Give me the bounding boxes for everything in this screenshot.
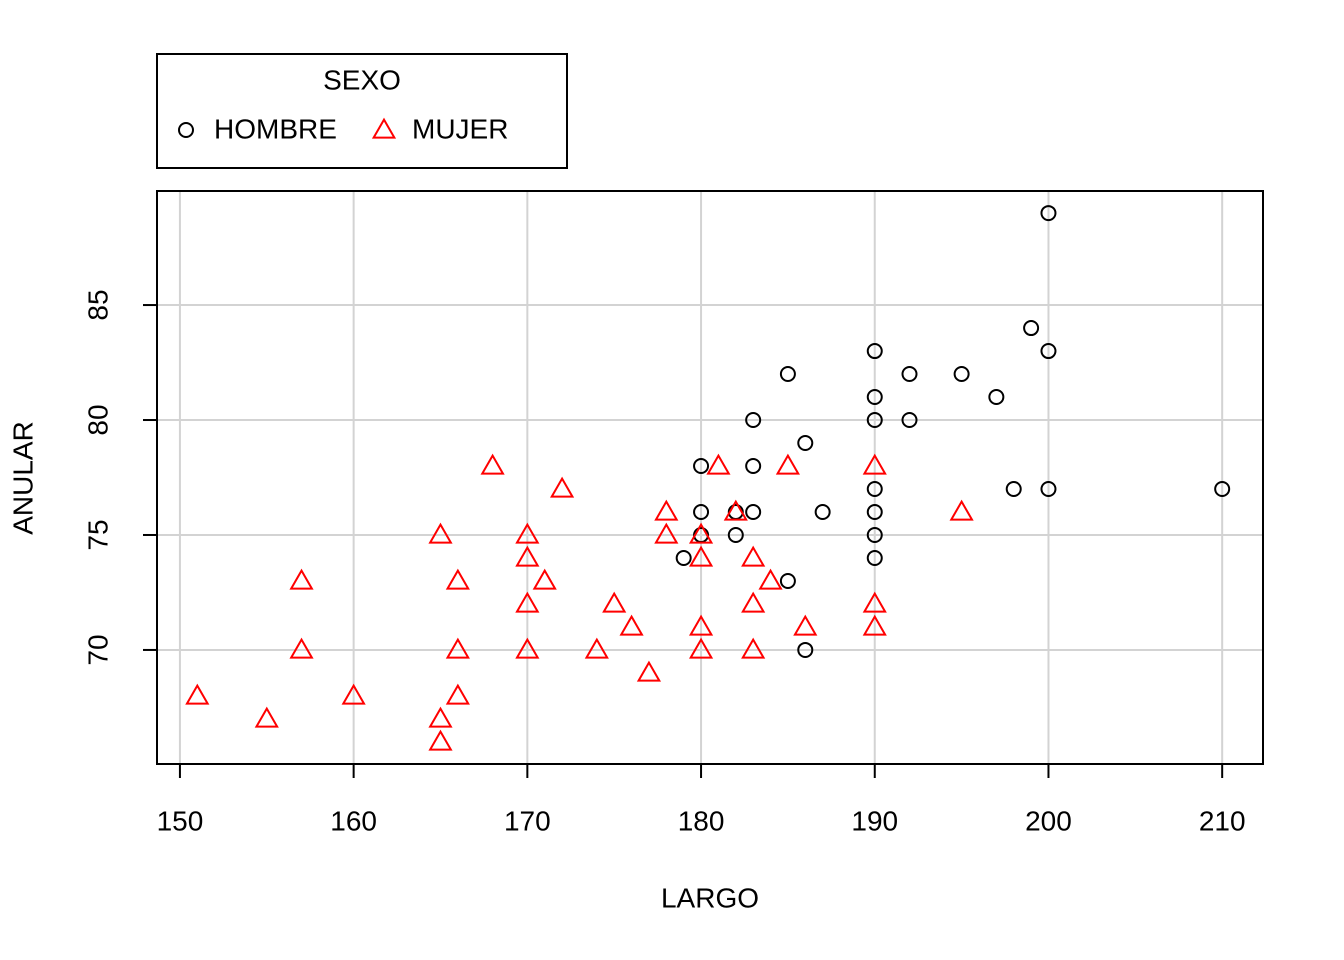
point bbox=[693, 503, 710, 520]
point bbox=[949, 499, 974, 521]
point bbox=[428, 729, 453, 751]
x-tick-label: 150 bbox=[157, 805, 204, 836]
x-axis-label: LARGO bbox=[661, 882, 759, 913]
point bbox=[445, 683, 470, 705]
legend-marker bbox=[371, 117, 397, 139]
point bbox=[584, 637, 609, 659]
point bbox=[797, 641, 814, 658]
point bbox=[1040, 205, 1057, 222]
point bbox=[1214, 480, 1231, 497]
legend-label: HOMBRE bbox=[214, 113, 337, 144]
point bbox=[1005, 480, 1022, 497]
y-tick-label: 70 bbox=[82, 634, 113, 665]
point bbox=[758, 568, 783, 590]
point bbox=[793, 614, 818, 636]
point bbox=[688, 522, 714, 544]
y-axis-label: ANULAR bbox=[7, 421, 38, 535]
point bbox=[619, 614, 644, 636]
point bbox=[532, 568, 557, 590]
point bbox=[1040, 480, 1057, 497]
point bbox=[706, 453, 731, 475]
point bbox=[866, 389, 883, 406]
x-tick-label: 180 bbox=[678, 805, 725, 836]
point bbox=[741, 545, 766, 567]
point bbox=[445, 637, 470, 659]
point bbox=[636, 660, 662, 682]
point bbox=[550, 476, 575, 498]
x-tick-label: 160 bbox=[330, 805, 377, 836]
point bbox=[688, 545, 714, 567]
point bbox=[814, 503, 831, 520]
point bbox=[693, 458, 710, 475]
point bbox=[901, 412, 918, 429]
point bbox=[866, 549, 883, 566]
y-tick-label: 85 bbox=[82, 289, 113, 320]
point bbox=[866, 503, 883, 520]
point bbox=[185, 683, 210, 705]
point bbox=[675, 549, 692, 566]
point bbox=[862, 453, 887, 475]
plot-frame bbox=[156, 190, 1264, 765]
point bbox=[745, 412, 762, 429]
point bbox=[428, 706, 453, 728]
point bbox=[745, 458, 762, 475]
point bbox=[741, 591, 766, 613]
x-tick-label: 200 bbox=[1025, 805, 1072, 836]
point bbox=[515, 522, 540, 544]
legend-title: SEXO bbox=[323, 64, 401, 95]
point bbox=[866, 526, 883, 543]
point bbox=[341, 683, 366, 705]
point bbox=[654, 522, 679, 544]
x-tick-label: 170 bbox=[504, 805, 551, 836]
point bbox=[901, 366, 918, 383]
point bbox=[445, 568, 470, 590]
point bbox=[254, 706, 279, 728]
point bbox=[866, 412, 883, 429]
y-tick-label: 80 bbox=[82, 404, 113, 435]
x-tick-label: 210 bbox=[1199, 805, 1246, 836]
point bbox=[1023, 320, 1040, 337]
legend-box bbox=[156, 53, 568, 169]
point bbox=[688, 637, 714, 659]
legend-marker bbox=[178, 122, 194, 138]
point bbox=[688, 614, 714, 636]
point bbox=[289, 568, 314, 590]
point bbox=[1040, 343, 1057, 360]
point bbox=[289, 637, 314, 659]
point bbox=[775, 453, 800, 475]
point bbox=[428, 522, 453, 544]
point bbox=[862, 591, 887, 613]
point bbox=[797, 435, 814, 452]
point bbox=[515, 545, 540, 567]
point bbox=[654, 499, 679, 521]
point bbox=[602, 591, 627, 613]
y-tick-label: 75 bbox=[82, 519, 113, 550]
point bbox=[723, 499, 748, 521]
point bbox=[745, 503, 762, 520]
point bbox=[741, 637, 766, 659]
point bbox=[515, 637, 540, 659]
point bbox=[779, 572, 796, 589]
point bbox=[779, 366, 796, 383]
point bbox=[515, 591, 540, 613]
point bbox=[988, 389, 1005, 406]
point bbox=[953, 366, 970, 383]
point bbox=[862, 614, 887, 636]
point bbox=[727, 526, 744, 543]
x-tick-label: 190 bbox=[851, 805, 898, 836]
point bbox=[866, 343, 883, 360]
legend-label: MUJER bbox=[412, 113, 508, 144]
point bbox=[866, 480, 883, 497]
point bbox=[480, 453, 505, 475]
